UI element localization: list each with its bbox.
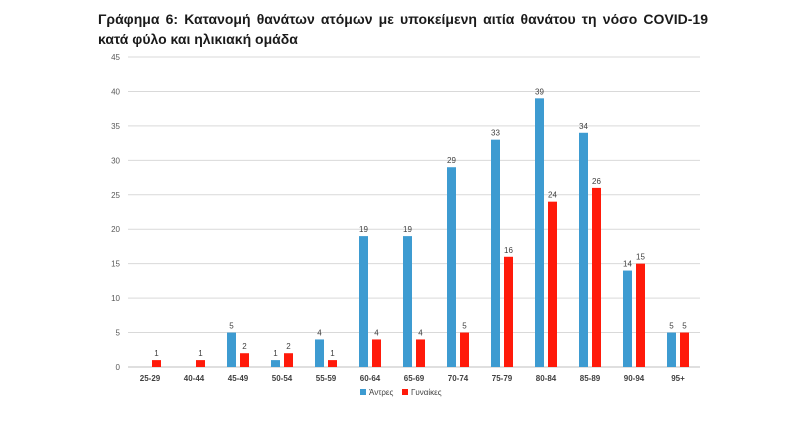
y-tick-label: 25 (111, 191, 120, 200)
bar-men (403, 236, 412, 367)
bar-women (328, 360, 337, 367)
x-tick-label: 95+ (671, 374, 685, 383)
x-tick-label: 75-79 (492, 374, 513, 383)
y-axis-ticks: 0 5 10 15 20 25 30 35 40 45 (111, 53, 120, 372)
legend-label: Άντρες (369, 388, 393, 397)
data-label: 19 (403, 225, 412, 234)
data-label: 5 (229, 322, 234, 331)
bars (152, 98, 689, 367)
bar-women (372, 339, 381, 367)
y-tick-label: 35 (111, 122, 120, 131)
bar-women (152, 360, 161, 367)
bar-women (240, 353, 249, 367)
bar-men (315, 339, 324, 367)
bar-women (460, 332, 469, 367)
x-tick-label: 60-64 (360, 374, 381, 383)
bar-men (271, 360, 280, 367)
bar-men (491, 139, 500, 367)
x-tick-label: 85-89 (580, 374, 601, 383)
x-axis-ticks: 25-29 40-44 45-49 50-54 55-59 60-64 65-69 70-74… (140, 374, 685, 383)
bar-men (579, 132, 588, 367)
data-label: 1 (330, 349, 335, 358)
x-tick-label: 50-54 (272, 374, 293, 383)
legend: Άντρες Γυναίκες (360, 388, 442, 397)
data-label: 5 (682, 322, 687, 331)
x-tick-label: 90-94 (624, 374, 645, 383)
data-label: 15 (636, 253, 645, 262)
y-tick-label: 40 (111, 87, 120, 96)
data-label: 24 (548, 191, 557, 200)
data-label: 16 (504, 246, 513, 255)
bar-women (196, 360, 205, 367)
bar-women (284, 353, 293, 367)
legend-label: Γυναίκες (411, 388, 442, 397)
x-tick-label: 55-59 (316, 374, 337, 383)
legend-swatch (402, 389, 408, 395)
x-tick-label: 65-69 (404, 374, 425, 383)
bar-women (592, 187, 601, 367)
x-tick-label: 45-49 (228, 374, 249, 383)
data-label: 34 (579, 122, 588, 131)
bar-men (359, 236, 368, 367)
bar-women (504, 256, 513, 367)
y-tick-label: 20 (111, 225, 120, 234)
bar-women (548, 201, 557, 367)
x-tick-label: 80-84 (536, 374, 557, 383)
bar-women (636, 263, 645, 367)
data-label: 29 (447, 156, 456, 165)
data-label: 4 (374, 328, 379, 337)
x-tick-label: 70-74 (448, 374, 469, 383)
data-label: 26 (592, 177, 601, 186)
bar-men (535, 98, 544, 367)
data-label: 4 (418, 328, 423, 337)
y-tick-label: 10 (111, 294, 120, 303)
bar-men (623, 270, 632, 367)
bar-men (667, 332, 676, 367)
x-tick-label: 25-29 (140, 374, 161, 383)
y-tick-label: 0 (116, 363, 121, 372)
data-label: 14 (623, 260, 632, 269)
data-label: 33 (491, 129, 500, 138)
data-label: 4 (317, 328, 322, 337)
data-label: 39 (535, 87, 544, 96)
y-tick-label: 15 (111, 260, 120, 269)
bar-men (447, 167, 456, 367)
data-label: 1 (154, 349, 159, 358)
data-label: 19 (359, 225, 368, 234)
legend-swatch (360, 389, 366, 395)
data-label: 2 (286, 342, 291, 351)
data-label: 1 (273, 349, 278, 358)
y-tick-label: 30 (111, 156, 120, 165)
data-label: 5 (669, 322, 674, 331)
y-tick-label: 5 (116, 329, 121, 338)
gridlines (128, 56, 700, 368)
bar-men (227, 332, 236, 367)
data-label: 2 (242, 342, 247, 351)
y-tick-label: 45 (111, 53, 120, 62)
x-tick-label: 40-44 (184, 374, 205, 383)
bar-women (416, 339, 425, 367)
bar-women (680, 332, 689, 367)
data-label: 5 (462, 322, 467, 331)
chart-title: Γράφημα 6: Κατανομή θανάτων ατόμων με υπ… (98, 11, 708, 47)
data-label: 1 (198, 349, 203, 358)
